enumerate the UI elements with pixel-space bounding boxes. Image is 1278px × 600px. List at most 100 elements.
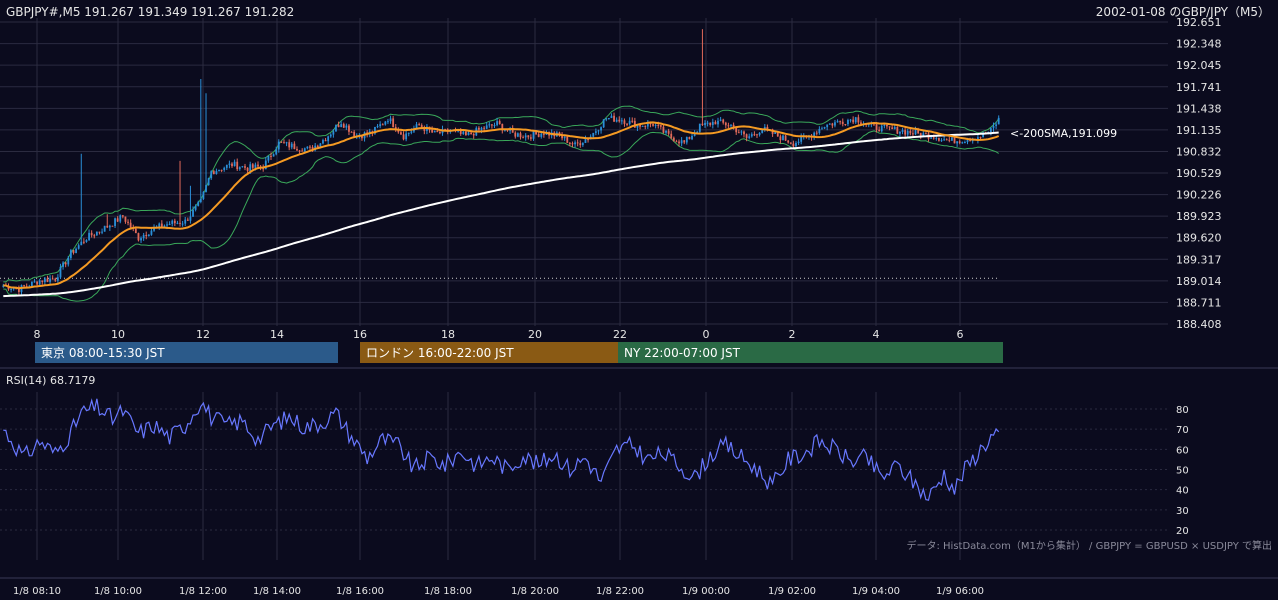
candle-body <box>186 219 189 221</box>
candle-body <box>444 129 447 131</box>
candle-body <box>782 135 784 141</box>
candle-body <box>462 131 465 134</box>
candle-body <box>997 117 1000 125</box>
price-tick-label: 191.135 <box>1176 124 1222 137</box>
time-tick-label: 1/9 04:00 <box>852 586 900 597</box>
candle-body <box>795 142 797 147</box>
price-tick-label: 189.923 <box>1176 210 1222 223</box>
candle-body <box>400 132 402 135</box>
candle-body <box>384 121 387 125</box>
candle-body <box>680 140 683 144</box>
candle-body <box>685 137 688 143</box>
price-tick-label: 192.045 <box>1176 59 1222 72</box>
candle-body <box>163 225 166 228</box>
candle-body <box>272 154 275 157</box>
candle-body <box>600 127 602 131</box>
time-tick-label: 1/8 08:10 <box>13 586 61 597</box>
candle-body <box>740 131 743 133</box>
candle-body <box>114 218 116 227</box>
candle-body <box>436 130 439 133</box>
moving-averages <box>3 121 1000 298</box>
candle-body <box>93 235 96 237</box>
candle-body <box>652 124 654 126</box>
price-tick-label: 191.438 <box>1176 102 1222 115</box>
candle-body <box>594 131 597 133</box>
candle-body <box>724 122 727 126</box>
candle-body <box>748 136 751 138</box>
price-tick-label: 190.529 <box>1176 167 1222 180</box>
candle-body <box>711 121 714 125</box>
candle-body <box>891 127 894 130</box>
candle-body <box>36 281 38 285</box>
price-axis: 192.651 192.348 192.045 191.741 191.438 191.1… <box>1176 16 1222 331</box>
candle-body <box>116 218 119 222</box>
candle-body <box>212 171 215 175</box>
candle-body <box>17 288 20 292</box>
candle-body <box>607 118 610 120</box>
candle-body <box>529 137 532 139</box>
candle-body <box>62 262 64 267</box>
price-tick-label: 188.711 <box>1176 296 1222 309</box>
candle-body <box>207 178 210 186</box>
candle-body <box>465 131 467 135</box>
candle-body <box>834 122 836 126</box>
candle-body <box>566 136 569 143</box>
candle-body <box>77 245 80 249</box>
candle-body <box>275 149 278 155</box>
candle-body <box>264 160 267 170</box>
price-tick-label: 189.014 <box>1176 275 1222 288</box>
price-grid <box>0 21 1168 325</box>
hour-tick-label: 10 <box>111 328 125 341</box>
candle-body <box>821 128 823 130</box>
session-ny-label: NY 22:00-07:00 JST <box>624 346 741 360</box>
candle-body <box>704 122 706 126</box>
candle-body <box>925 133 927 135</box>
candle-body <box>958 141 961 143</box>
candle-body <box>12 288 15 290</box>
rsi-line <box>3 398 1000 501</box>
candle-body <box>350 131 353 133</box>
candle-body <box>779 136 782 141</box>
session-tokyo-label: 東京 08:00-15:30 JST <box>41 346 165 360</box>
candle-body <box>665 130 667 133</box>
time-tick-label: 1/8 16:00 <box>336 586 384 597</box>
candle-body <box>828 123 831 125</box>
candle-body <box>641 125 644 127</box>
candle-body <box>324 140 327 142</box>
candle-body <box>678 141 680 144</box>
candle-body <box>938 138 940 141</box>
candle-body <box>389 118 392 122</box>
candle-body <box>41 280 44 282</box>
candle-body <box>283 142 285 144</box>
candle-body <box>620 120 623 122</box>
candle-body <box>657 124 660 126</box>
candle-body <box>730 124 732 126</box>
candle-body <box>919 133 922 137</box>
candle-body <box>576 142 579 144</box>
candle-body <box>506 129 509 131</box>
candle-body <box>127 221 129 223</box>
candle-body <box>878 129 881 132</box>
candle-body <box>397 130 400 133</box>
candle-body <box>379 124 382 127</box>
candle-body <box>766 127 769 130</box>
candle-body <box>758 132 761 135</box>
time-tick-label: 1/8 12:00 <box>179 586 227 597</box>
candle-body <box>496 121 499 126</box>
bollinger-bands <box>3 105 1000 302</box>
candle-body <box>72 250 75 253</box>
candle-body <box>717 120 719 125</box>
candle-body <box>75 248 77 253</box>
candle-body <box>662 126 665 133</box>
session-ny-bar <box>618 342 1003 363</box>
candle-body <box>930 137 933 139</box>
candle-body <box>727 125 730 127</box>
candle-body <box>192 209 194 217</box>
candle-body <box>574 142 576 145</box>
candle-body <box>904 130 907 135</box>
candle-body <box>298 150 301 152</box>
candle-body <box>571 143 574 145</box>
candle-body <box>189 216 192 221</box>
candle-body <box>459 130 462 134</box>
